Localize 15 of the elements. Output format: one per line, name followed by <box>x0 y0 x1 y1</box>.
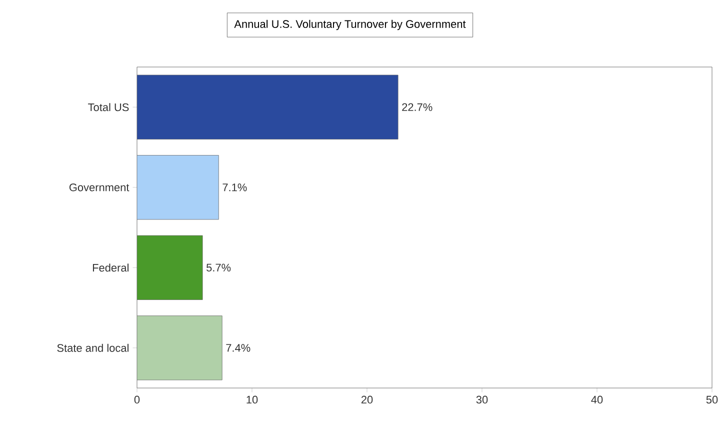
x-tick-label: 50 <box>706 396 718 404</box>
y-tick-label: Government <box>69 184 130 192</box>
data-label: 22.7% <box>402 103 432 111</box>
data-label: 7.4% <box>226 344 250 352</box>
x-tick-label: 20 <box>361 396 373 404</box>
x-tick-label: 30 <box>476 396 488 404</box>
y-tick-label: Federal <box>92 264 128 272</box>
x-tick-label: 40 <box>591 396 603 404</box>
y-tick-label: State and local <box>57 344 128 352</box>
chart-title: Annual U.S. Voluntary Turnover by Government <box>234 20 466 30</box>
x-tick-label: 10 <box>246 396 258 404</box>
data-label: 7.1% <box>222 184 247 192</box>
x-tick-label: 0 <box>134 396 140 404</box>
y-tick-label: Total US <box>88 103 129 112</box>
data-label: 5.7% <box>206 264 231 272</box>
